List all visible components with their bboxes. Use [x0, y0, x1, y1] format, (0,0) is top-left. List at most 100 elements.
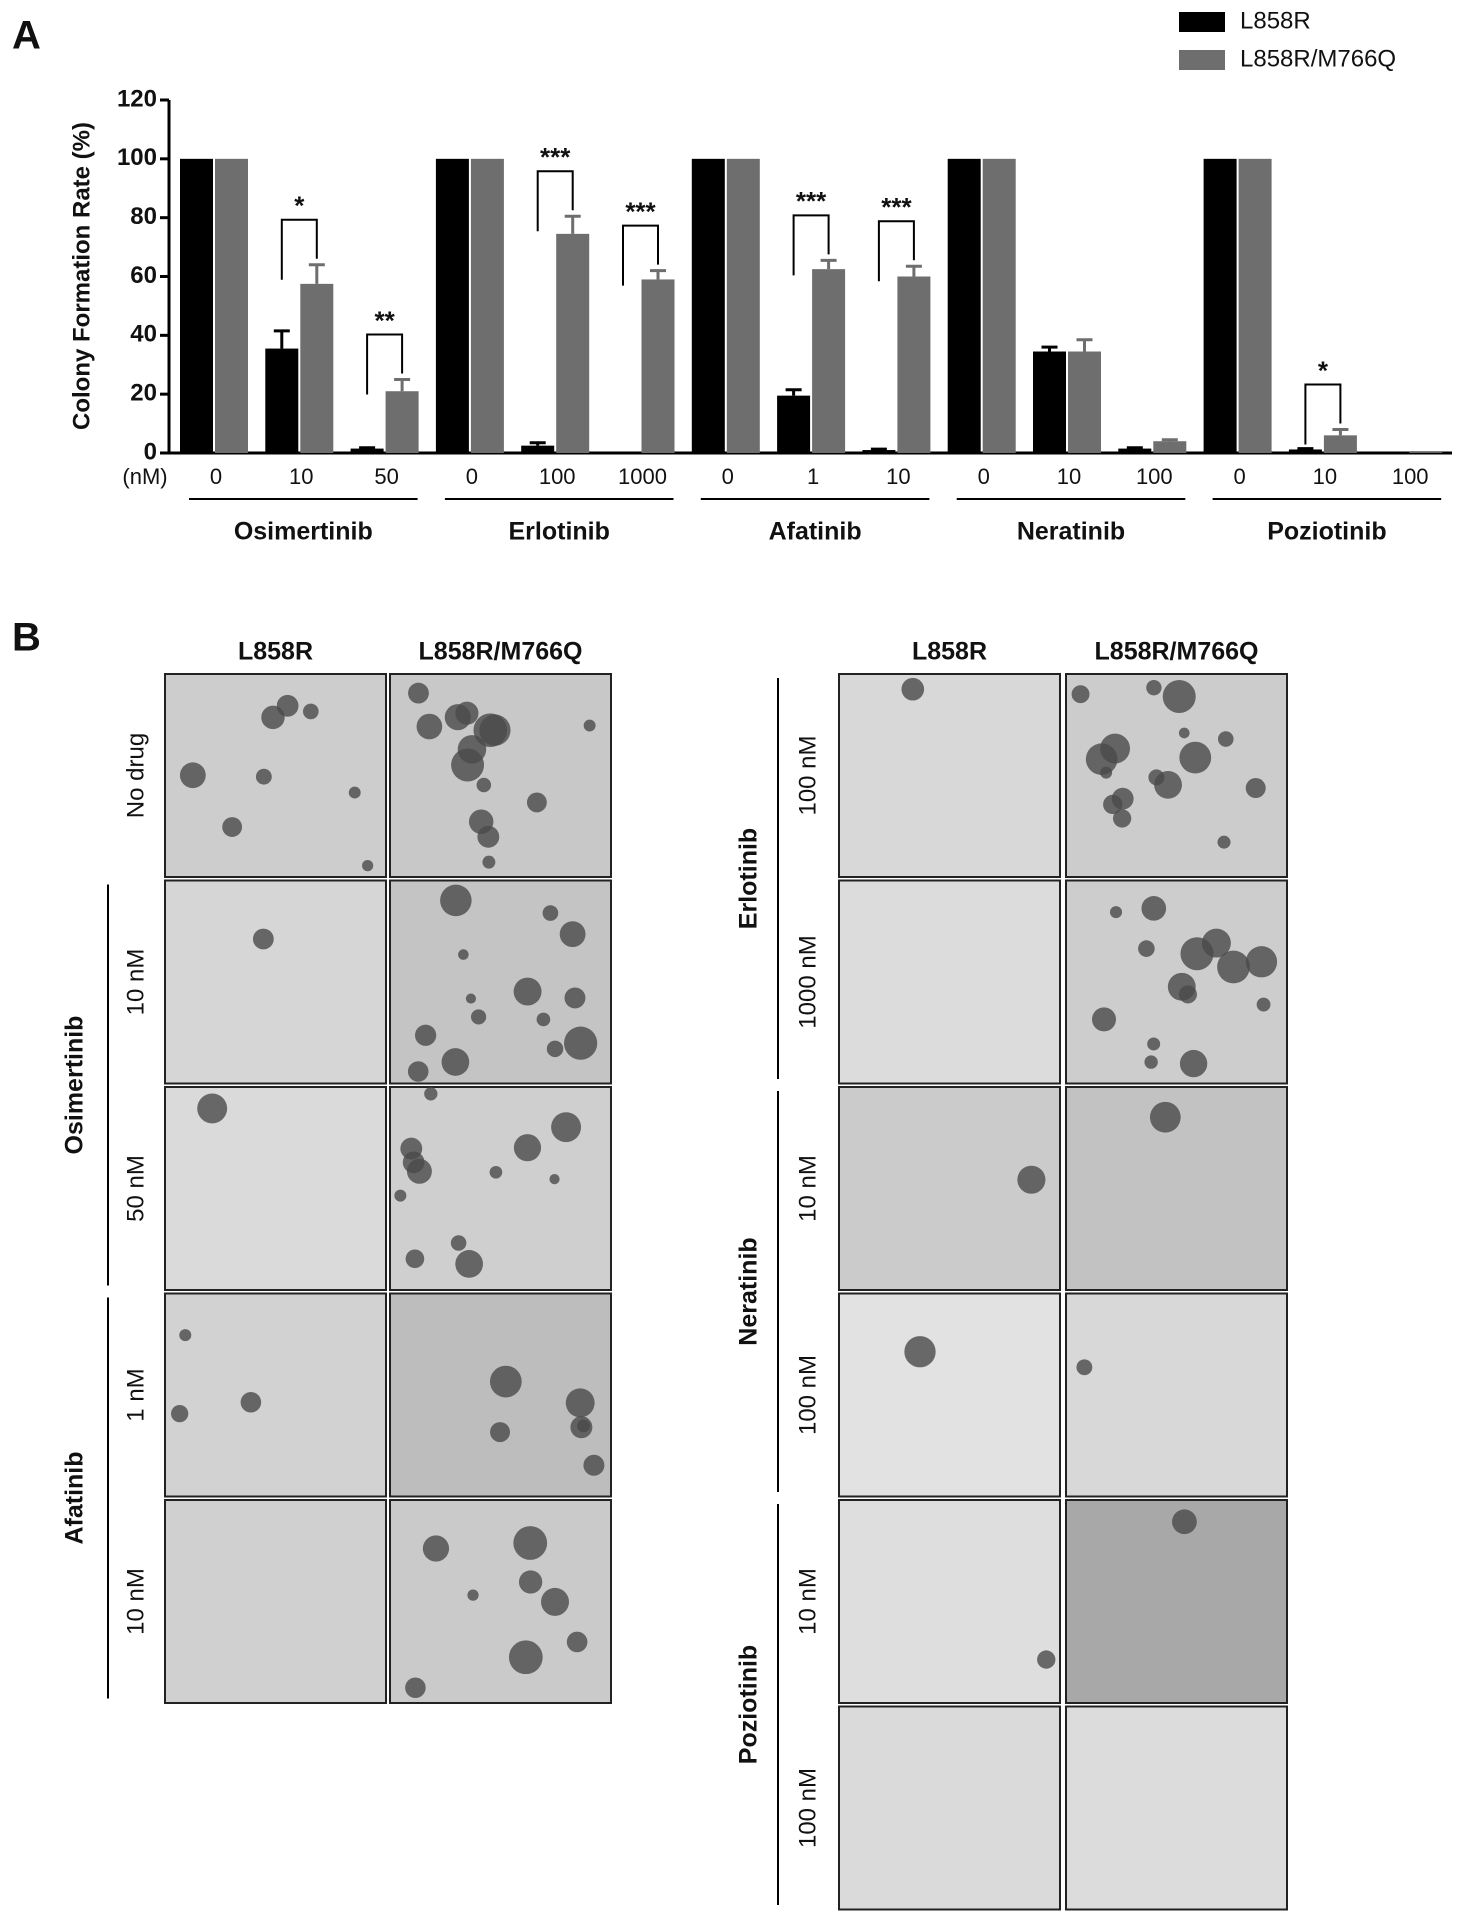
error-bar	[394, 377, 411, 392]
y-tick-label: 0	[144, 438, 157, 465]
colony	[1109, 906, 1123, 919]
colony	[1217, 835, 1231, 849]
colony	[1180, 937, 1214, 971]
error-bar	[1297, 447, 1314, 451]
colony	[1071, 685, 1090, 704]
colony	[1091, 1007, 1117, 1032]
bar	[1409, 452, 1443, 453]
colony	[1172, 1509, 1197, 1535]
colony	[1179, 1049, 1208, 1078]
colony	[408, 682, 429, 704]
micrograph	[164, 1086, 387, 1291]
colony	[549, 1174, 560, 1185]
bar	[521, 445, 555, 453]
legend-label: L858R/M766Q	[1240, 45, 1396, 72]
colony	[171, 1404, 189, 1423]
colony	[482, 855, 496, 869]
error-bar	[785, 388, 802, 396]
y-tick-label: 80	[130, 203, 157, 230]
bar	[947, 158, 981, 454]
colony	[422, 1535, 450, 1562]
row-label: 50 nM	[122, 1155, 149, 1222]
significance-label: ***	[881, 192, 912, 222]
micrograph	[389, 673, 612, 878]
colony	[1256, 997, 1271, 1012]
colony	[1217, 950, 1250, 984]
group-label: Afatinib	[769, 518, 862, 546]
bar	[1033, 351, 1066, 453]
colony	[1037, 1650, 1056, 1669]
colony	[526, 792, 547, 813]
group-label: Osimertinib	[234, 518, 373, 546]
micrograph	[164, 879, 387, 1085]
colony	[477, 825, 500, 848]
colony	[1245, 946, 1278, 978]
x-tick-label: 10	[1057, 464, 1081, 489]
colony	[901, 677, 925, 701]
legend-swatch	[1179, 12, 1225, 32]
colony	[583, 1454, 605, 1476]
micrograph	[164, 1292, 387, 1498]
colony	[1111, 787, 1134, 810]
bar	[691, 158, 725, 454]
error-bar	[820, 258, 837, 270]
bar	[1153, 441, 1187, 453]
colony	[416, 713, 443, 740]
x-tick-label: 100	[1136, 464, 1173, 489]
micrograph	[1065, 1499, 1288, 1704]
x-tick-label: 0	[1233, 464, 1245, 489]
row-label: No drug	[122, 733, 149, 818]
colony	[1178, 727, 1190, 739]
colony	[518, 1570, 543, 1594]
significance-label: ***	[625, 196, 656, 226]
bar	[556, 233, 590, 453]
row-label: 100 nM	[794, 1768, 821, 1848]
x-tick-label: 0	[722, 464, 734, 489]
colony	[467, 1589, 479, 1601]
colony	[451, 748, 485, 782]
colony	[414, 1024, 437, 1046]
bar	[1323, 435, 1357, 453]
micrograph	[838, 879, 1061, 1085]
significance-label: ***	[796, 186, 827, 216]
bar	[385, 391, 419, 453]
colony	[583, 719, 596, 732]
error-bar	[308, 263, 325, 284]
colony	[559, 921, 586, 948]
significance-label: ***	[540, 142, 571, 172]
micrograph	[1065, 1705, 1288, 1911]
colony	[465, 993, 477, 1004]
colony	[1167, 972, 1196, 1001]
colony	[240, 1392, 262, 1413]
error-bar	[1126, 446, 1143, 450]
colony	[476, 777, 492, 793]
row-label: 100 nM	[794, 1355, 821, 1435]
colony	[471, 1009, 487, 1025]
error-bar	[529, 441, 546, 446]
bar	[265, 348, 299, 453]
x-tick-label: 50	[374, 464, 398, 489]
x-tick-label: 10	[1313, 464, 1337, 489]
colony	[564, 1026, 598, 1060]
colony	[551, 1112, 582, 1143]
bar	[641, 279, 675, 453]
bar	[435, 158, 469, 454]
bar	[300, 283, 334, 453]
colony	[1144, 1055, 1158, 1069]
x-tick-label: 0	[978, 464, 990, 489]
error-bar	[359, 446, 376, 450]
significance-bracket	[366, 333, 404, 395]
micrograph	[838, 1705, 1061, 1911]
colony	[513, 1134, 542, 1162]
colony	[348, 786, 361, 799]
colony	[179, 1329, 192, 1342]
colony	[513, 1526, 548, 1560]
colony	[1112, 809, 1132, 828]
colony	[179, 762, 206, 789]
row-label: 1 nM	[122, 1368, 149, 1421]
colony	[424, 1087, 438, 1101]
colony	[1217, 731, 1234, 747]
bar	[777, 395, 811, 453]
colony	[1017, 1165, 1046, 1194]
colony	[455, 1250, 484, 1278]
